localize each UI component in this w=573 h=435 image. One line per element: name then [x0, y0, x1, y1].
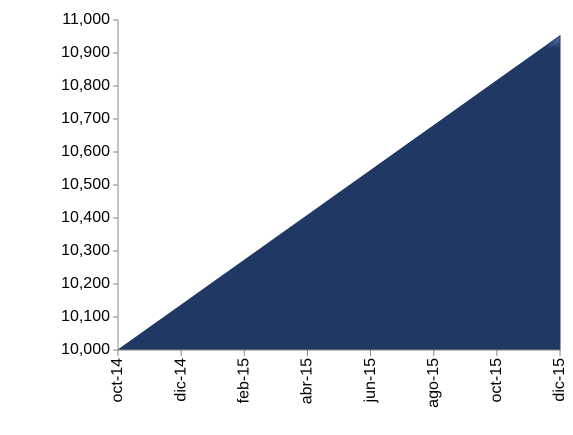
y-tick-label: 10,000 [61, 341, 110, 358]
x-tick-label: oct-15 [488, 358, 505, 403]
x-tick-label: dic-14 [172, 358, 189, 402]
y-tick-label: 10,400 [61, 209, 110, 226]
y-tick-label: 10,500 [61, 176, 110, 193]
y-tick-label: 10,600 [61, 143, 110, 160]
y-tick-label: 11,000 [62, 11, 110, 28]
y-tick-label: 10,800 [61, 77, 110, 94]
y-tick-label: 10,700 [61, 110, 110, 127]
x-tick-label: ago-15 [425, 358, 442, 408]
y-tick-label: 10,900 [61, 44, 110, 61]
y-tick-label: 10,300 [61, 242, 110, 259]
x-tick-label: oct-14 [109, 358, 126, 403]
area [116, 34, 561, 351]
x-tick-label: jun-15 [362, 358, 379, 404]
x-tick-label: dic-15 [551, 358, 568, 402]
x-tick-label: feb-15 [236, 358, 253, 403]
x-tick-label: abr-15 [299, 358, 316, 404]
y-tick-label: 10,200 [61, 275, 110, 292]
y-tick-label: 10,100 [61, 308, 110, 325]
